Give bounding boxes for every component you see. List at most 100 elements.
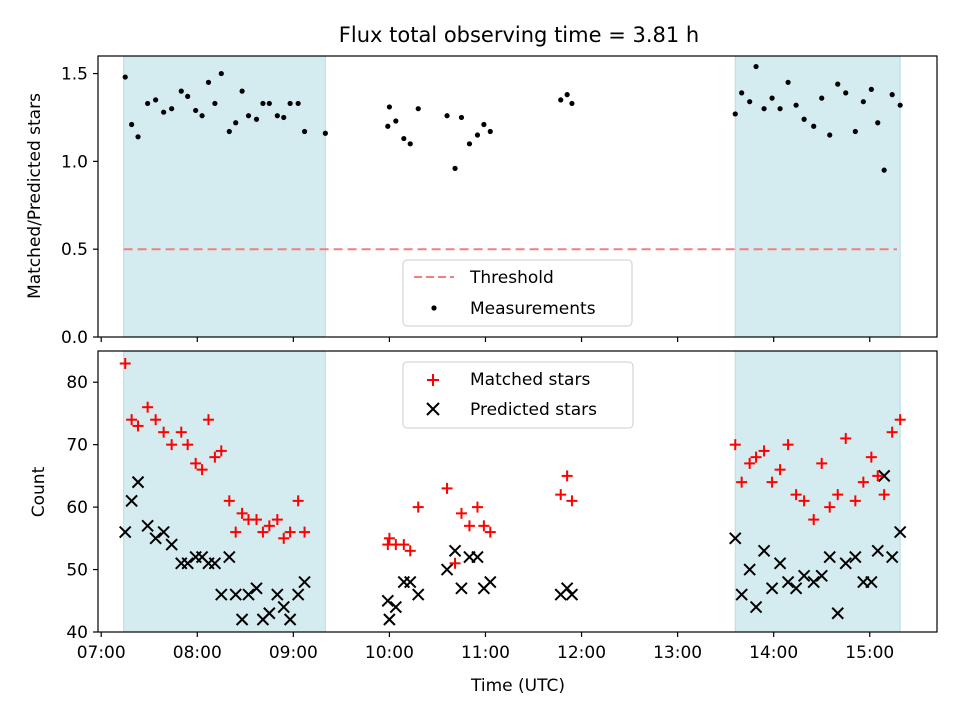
bottom-y-tick-label: 80 bbox=[66, 373, 88, 393]
predicted-point bbox=[831, 607, 844, 620]
measurement-point bbox=[385, 123, 391, 129]
matched-point bbox=[257, 526, 269, 538]
matched-point bbox=[182, 439, 194, 451]
measurement-point bbox=[253, 116, 260, 122]
measurement-point bbox=[287, 100, 293, 107]
matched-point bbox=[857, 476, 869, 488]
predicted-point bbox=[141, 519, 154, 533]
measurement-point bbox=[185, 93, 191, 99]
measurement-point bbox=[161, 109, 167, 115]
matched-point bbox=[782, 439, 794, 451]
measurement-point bbox=[761, 106, 767, 112]
measurement-point bbox=[239, 88, 245, 94]
matched-point bbox=[383, 532, 395, 544]
measurement-point bbox=[274, 113, 280, 119]
measurement-point bbox=[827, 132, 833, 138]
measurement-point bbox=[481, 121, 487, 128]
predicted-point bbox=[877, 469, 891, 483]
x-tick-label: 11:00 bbox=[461, 643, 510, 663]
top-y-tick-label: 0.5 bbox=[61, 240, 88, 260]
measurement-point bbox=[401, 135, 407, 142]
matched-point bbox=[215, 445, 227, 457]
measurement-point bbox=[487, 128, 493, 135]
x-tick-label: 09:00 bbox=[269, 643, 318, 663]
matched-point bbox=[412, 501, 424, 513]
x-tick-label: 13:00 bbox=[653, 643, 702, 663]
measurement-point bbox=[881, 167, 887, 173]
measurement-point bbox=[843, 90, 849, 96]
measurement-point bbox=[153, 97, 159, 103]
predicted-point bbox=[743, 563, 756, 576]
bottom-y-tick-label: 60 bbox=[66, 498, 88, 518]
x-tick-label: 07:00 bbox=[77, 643, 126, 663]
matched-point bbox=[750, 451, 762, 463]
measurement-point bbox=[226, 128, 232, 135]
measurement-point bbox=[386, 104, 393, 110]
predicted-point bbox=[208, 557, 222, 570]
measurement-point bbox=[769, 95, 775, 101]
predicted-point bbox=[893, 525, 907, 539]
top-panel: 0.0 0.5 1.0 1.5 Matched/Predicted stars Thr… bbox=[25, 55, 938, 348]
predicted-point bbox=[885, 550, 899, 564]
measurement-point bbox=[193, 107, 199, 114]
bottom-panel: 40 50 60 70 80 07:00 08:00 09:00 10:00 11:00 12:0… bbox=[29, 350, 938, 696]
matched-point bbox=[798, 495, 810, 507]
measurement-point bbox=[233, 120, 239, 126]
measurement-point bbox=[785, 79, 791, 85]
predicted-point bbox=[165, 538, 178, 551]
bottom-x-axis: 07:00 08:00 09:00 10:00 11:00 12:00 13:00 14:00… bbox=[77, 632, 894, 663]
bottom-y-tick-label: 70 bbox=[66, 436, 88, 456]
measurement-point bbox=[897, 102, 903, 108]
matched-point bbox=[278, 532, 290, 544]
matched-point bbox=[840, 432, 852, 444]
bottom-y-label: Count bbox=[29, 466, 49, 517]
measurement-point bbox=[747, 99, 753, 105]
measurement-point bbox=[301, 128, 308, 135]
measurement-point bbox=[889, 92, 895, 98]
top-y-axis: 0.0 0.5 1.0 1.5 bbox=[61, 65, 98, 348]
matched-point bbox=[471, 501, 483, 513]
bottom-y-axis: 40 50 60 70 80 bbox=[66, 373, 98, 643]
matched-point bbox=[878, 489, 890, 501]
matched-point bbox=[251, 514, 263, 526]
measurement-point bbox=[474, 132, 481, 138]
predicted-point bbox=[757, 544, 771, 558]
top-y-tick-label: 1.0 bbox=[61, 152, 88, 172]
measurement-point bbox=[753, 63, 759, 70]
measurement-point bbox=[393, 118, 399, 124]
matched-point bbox=[886, 426, 898, 438]
measurement-point bbox=[199, 113, 205, 119]
matched-point bbox=[126, 414, 138, 426]
measurement-point bbox=[281, 114, 287, 121]
measurement-point bbox=[819, 95, 825, 101]
predicted-point bbox=[125, 494, 138, 508]
figure-title: Flux total observing time = 3.81 h bbox=[339, 23, 699, 47]
matched-point bbox=[223, 495, 235, 507]
predicted-point bbox=[235, 613, 249, 626]
measurement-point bbox=[169, 106, 175, 112]
matched-point bbox=[142, 401, 154, 413]
measurement-point bbox=[212, 100, 218, 107]
legend-predicted-swatch bbox=[426, 402, 440, 416]
matched-point bbox=[455, 507, 467, 519]
measurement-point bbox=[322, 130, 328, 136]
shaded-interval-1 bbox=[123, 350, 326, 633]
measurement-point bbox=[835, 81, 841, 87]
measurement-point bbox=[452, 165, 458, 171]
shaded-interval-2 bbox=[734, 350, 901, 633]
matched-point bbox=[209, 451, 221, 463]
matched-point bbox=[449, 557, 461, 569]
predicted-point bbox=[455, 582, 468, 595]
x-tick-label: 15:00 bbox=[845, 643, 894, 663]
measurement-point bbox=[801, 116, 807, 122]
matched-point bbox=[729, 439, 741, 451]
measurement-point bbox=[732, 111, 738, 117]
predicted-point bbox=[765, 582, 779, 595]
predicted-point bbox=[229, 588, 242, 601]
bottom-y-tick-label: 40 bbox=[66, 623, 88, 643]
measurement-point bbox=[122, 74, 128, 80]
x-axis-label: Time (UTC) bbox=[470, 676, 565, 696]
predicted-point bbox=[560, 582, 574, 595]
matched-point bbox=[299, 526, 311, 538]
